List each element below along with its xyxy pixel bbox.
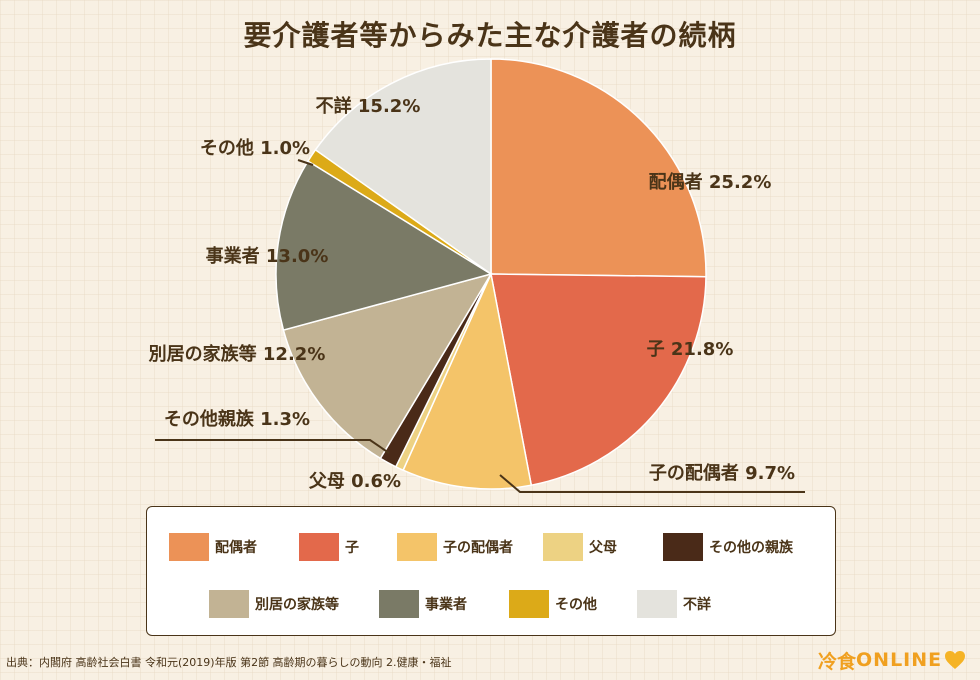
legend-item-child-spouse[interactable]: 子の配偶者 — [397, 532, 513, 562]
legend-swatch — [397, 533, 437, 561]
pie-slice-unknown[interactable] — [314, 58, 492, 276]
legend-item-unknown[interactable]: 不詳 — [637, 589, 711, 619]
legend-label: その他 — [555, 597, 597, 613]
legend-item-spouse[interactable]: 配偶者 — [169, 532, 257, 562]
legend-swatch — [299, 533, 339, 561]
legend-item-provider[interactable]: 事業者 — [379, 589, 467, 619]
legend-item-other[interactable]: その他 — [509, 589, 597, 619]
legend-label: 別居の家族等 — [255, 597, 339, 613]
legend-item-separated-family[interactable]: 別居の家族等 — [209, 589, 339, 619]
leader-line-other — [297, 159, 314, 166]
legend-label: その他の親族 — [709, 540, 793, 556]
slice-label-child-spouse: 子の配偶者 9.7% — [649, 462, 795, 484]
pie-slice-spouse[interactable] — [490, 58, 707, 278]
legend-swatch — [663, 533, 703, 561]
leader-line-child-spouse — [499, 474, 805, 493]
slice-label-spouse: 配偶者 25.2% — [649, 171, 772, 193]
slice-label-unknown: 不詳 15.2% — [316, 95, 421, 117]
slice-label-provider: 事業者 13.0% — [206, 245, 329, 267]
slice-label-other-relative: その他親族 1.3% — [164, 408, 310, 430]
legend-swatch — [379, 590, 419, 618]
legend-label: 事業者 — [425, 597, 467, 613]
legend-swatch — [209, 590, 249, 618]
leader-line-other-relative — [155, 439, 390, 454]
pie-slice-separated-family[interactable] — [282, 272, 493, 460]
heart-icon — [945, 651, 966, 669]
pie-slice-child-spouse[interactable] — [402, 271, 533, 490]
legend-swatch — [509, 590, 549, 618]
legend-label: 配偶者 — [215, 540, 257, 556]
pie-slice-child[interactable] — [490, 273, 707, 487]
slice-label-child: 子 21.8% — [647, 339, 734, 360]
legend-item-child[interactable]: 子 — [299, 532, 359, 562]
logo-text-jp: 冷食 — [818, 650, 857, 673]
legend-label: 不詳 — [683, 597, 711, 613]
legend-label: 父母 — [589, 540, 617, 556]
chart-title: 要介護者等からみた主な介護者の続柄 — [243, 19, 737, 52]
legend-item-parent[interactable]: 父母 — [543, 532, 617, 562]
legend-label: 子 — [345, 540, 359, 556]
slice-label-other: その他 1.0% — [200, 137, 310, 159]
legend-item-other-relative[interactable]: その他の親族 — [663, 532, 793, 562]
slice-label-separated-family: 別居の家族等 12.2% — [149, 343, 326, 365]
logo-text-en: ONLINE — [856, 649, 943, 671]
legend: 配偶者 子 子の配偶者 父母 その他の親族別居の家族等 事業者 その他 不詳 — [146, 506, 836, 636]
brand-logo[interactable]: 冷食 ONLINE — [818, 646, 966, 674]
legend-swatch — [637, 590, 677, 618]
source-note: 出典：内閣府 高齢社会白書 令和元(2019)年版 第2節 高齢期の暮らしの動向… — [6, 656, 452, 669]
slice-label-parent: 父母 0.6% — [309, 471, 401, 492]
legend-swatch — [169, 533, 209, 561]
legend-label: 子の配偶者 — [443, 540, 513, 556]
legend-swatch — [543, 533, 583, 561]
pie-slice-provider[interactable] — [275, 160, 493, 332]
